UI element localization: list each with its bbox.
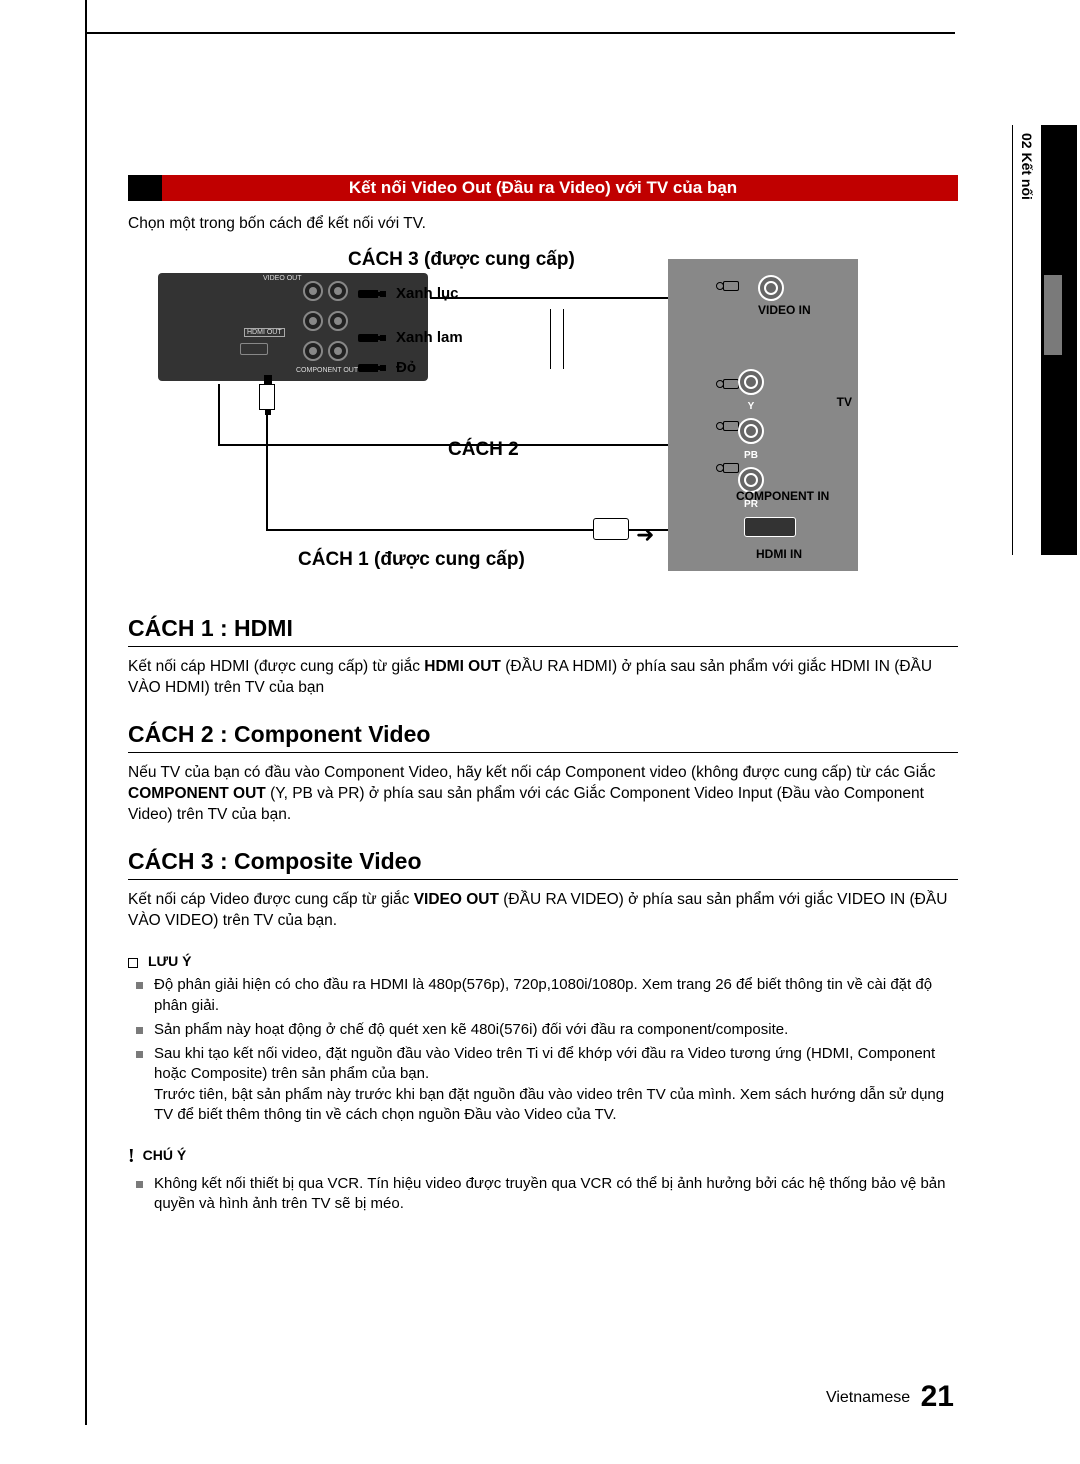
caution-icon: ! <box>128 1145 135 1167</box>
device-comp-out-label: COMPONENT OUT <box>296 367 358 374</box>
hdmi-source-plug-icon <box>259 384 275 410</box>
sidebar-tab-label: 02 Kết nối <box>1012 125 1041 555</box>
sidebar-gray-marker <box>1044 275 1062 355</box>
device-video-out-label: VIDEO OUT <box>263 275 302 282</box>
section2-title: CÁCH 2 : Component Video <box>128 721 958 753</box>
footer-page-number: 21 <box>921 1380 954 1413</box>
caution-list: Không kết nối thiết bị qua VCR. Tín hiệu… <box>128 1174 958 1215</box>
method3-label: CÁCH 3 (được cung cấp) <box>348 249 575 271</box>
arrow-right-icon: ➜ <box>636 522 654 548</box>
device-hdmi-out-label: HDMI OUT <box>244 328 285 337</box>
section1-title: CÁCH 1 : HDMI <box>128 615 958 647</box>
footer-lang: Vietnamese <box>826 1389 910 1406</box>
tv-tv-label: TV <box>837 395 852 409</box>
note-item: Độ phân giải hiện có cho đầu ra HDMI là … <box>154 975 958 1016</box>
page-rule-left <box>85 0 87 1425</box>
sidebar-tab-container: 02 Kết nối <box>1012 125 1080 555</box>
plug-blue: Xanh lam <box>358 329 463 346</box>
tv-component-in-label: COMPONENT IN <box>736 489 829 503</box>
tv-hdmi-in-label: HDMI IN <box>756 547 802 561</box>
section-header-title: Kết nối Video Out (Đầu ra Video) với TV … <box>128 175 958 201</box>
section3-title: CÁCH 3 : Composite Video <box>128 848 958 880</box>
section-header-bar: Kết nối Video Out (Đầu ra Video) với TV … <box>128 175 958 201</box>
note-bullet-icon <box>128 953 148 969</box>
method1-label: CÁCH 1 (được cung cấp) <box>298 549 525 571</box>
note-item: Sản phẩm này hoạt động ở chế độ quét xen… <box>154 1020 958 1040</box>
plug-green: Xanh lục <box>358 285 459 302</box>
notes-list: Độ phân giải hiện có cho đầu ra HDMI là … <box>128 975 958 1125</box>
hdmi-cable-plug-icon <box>593 518 629 540</box>
section2-body: Nếu TV của bạn có đầu vào Component Vide… <box>128 763 958 826</box>
method2-label: CÁCH 2 <box>448 439 519 461</box>
tv-video-in-label: VIDEO IN <box>758 303 811 317</box>
note-heading: LƯU Ý <box>128 953 958 969</box>
page-content: Kết nối Video Out (Đầu ra Video) với TV … <box>128 175 958 1235</box>
tv-hdmi-slot-icon <box>744 517 796 537</box>
page-rule-top <box>85 32 955 34</box>
caution-heading: !CHÚ Ý <box>128 1145 958 1168</box>
section1-body: Kết nối cáp HDMI (được cung cấp) từ giắc… <box>128 657 958 699</box>
tv-panel: VIDEO IN TV Y PB PR COMPONENT IN HDMI IN <box>668 259 858 571</box>
note-item: Sau khi tạo kết nối video, đặt nguồn đầu… <box>154 1044 958 1125</box>
page-footer: Vietnamese 21 <box>826 1380 954 1414</box>
plug-red: Đỏ <box>358 359 416 376</box>
connection-diagram: CÁCH 3 (được cung cấp) VIDEO OUT HDMI OU… <box>158 249 858 589</box>
caution-item: Không kết nối thiết bị qua VCR. Tín hiệu… <box>154 1174 958 1215</box>
section3-body: Kết nối cáp Video được cung cấp từ giắc … <box>128 890 958 932</box>
intro-text: Chọn một trong bốn cách để kết nối với T… <box>128 215 958 233</box>
